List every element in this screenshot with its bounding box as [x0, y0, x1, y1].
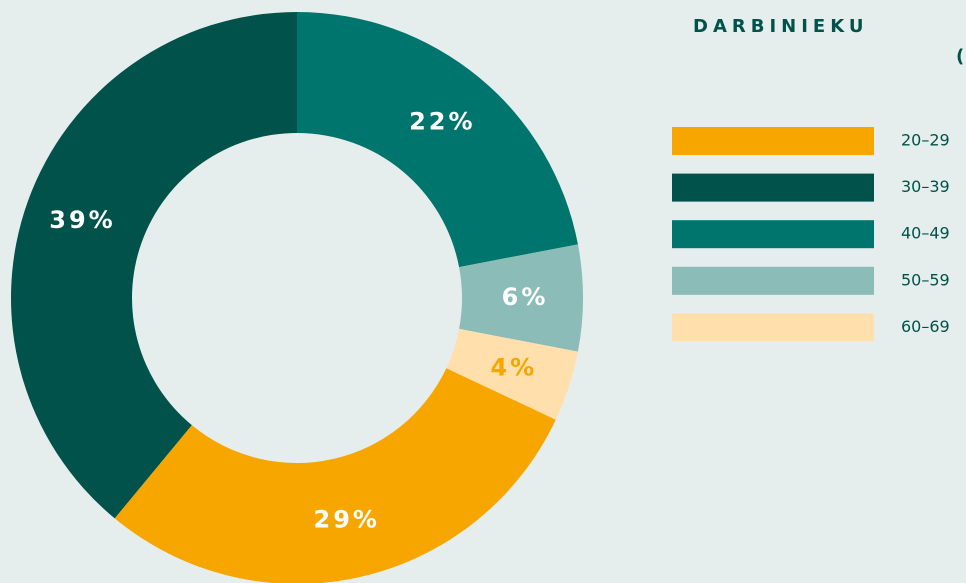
- legend-swatch: [672, 127, 874, 155]
- legend-label: 20–29: [901, 131, 950, 150]
- legend-label: 40–49: [901, 224, 950, 243]
- slice: [114, 368, 556, 583]
- legend-swatch: [672, 313, 874, 342]
- chart-title: DARBINIEKU: [693, 16, 868, 37]
- legend-label: 50–59: [901, 270, 950, 289]
- slice-label: 29%: [314, 506, 380, 534]
- slice-label: 4%: [490, 353, 537, 381]
- slice: [297, 12, 578, 268]
- slice-label: 39%: [49, 206, 115, 234]
- slice: [11, 12, 298, 519]
- legend-label: 60–69: [901, 317, 950, 336]
- slice-label: 22%: [409, 107, 475, 135]
- legend-label: 30–39: [901, 177, 950, 196]
- slice-label: 6%: [502, 283, 549, 311]
- legend-swatch: [672, 173, 874, 202]
- legend-swatch: [672, 266, 874, 295]
- slice: [459, 244, 583, 352]
- chart-subtitle: (: [956, 46, 966, 67]
- legend-swatch: [672, 220, 874, 249]
- slice: [446, 328, 578, 420]
